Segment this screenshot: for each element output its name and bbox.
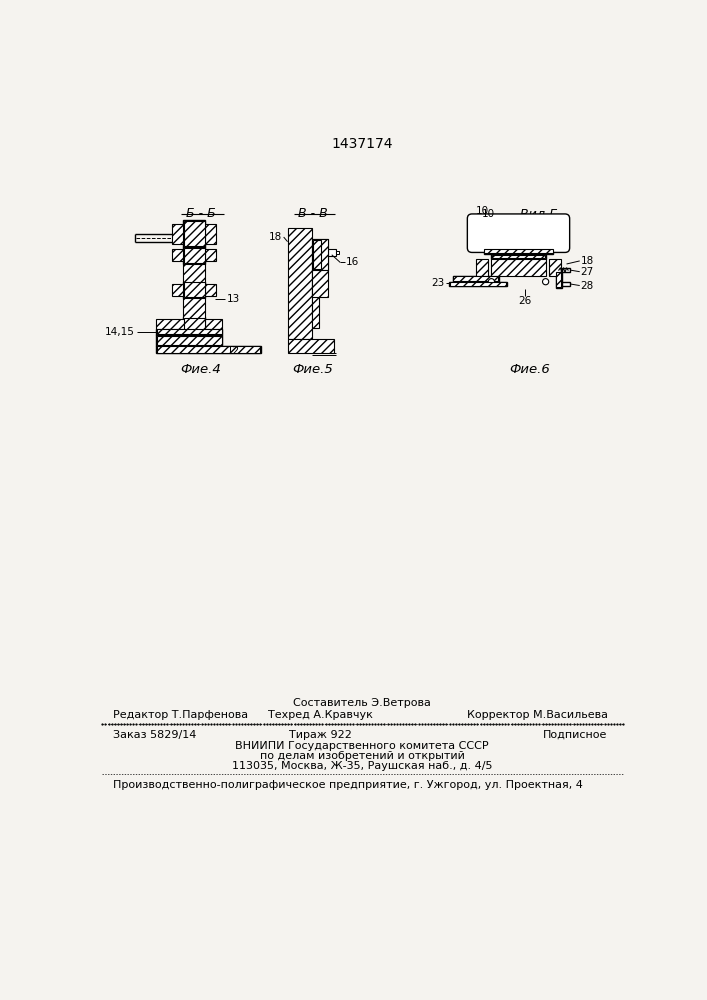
Bar	[183, 247, 206, 264]
Text: 27: 27	[580, 267, 594, 277]
Bar	[206, 224, 216, 244]
Bar	[156, 336, 222, 345]
Bar	[206, 319, 223, 329]
Bar	[491, 259, 546, 276]
Bar	[156, 335, 223, 346]
Bar	[556, 271, 562, 288]
Text: 12: 12	[226, 346, 240, 356]
Bar	[476, 259, 489, 276]
Text: Редактор Т.Парфенова: Редактор Т.Парфенова	[113, 710, 248, 720]
Bar	[453, 276, 498, 281]
Bar	[450, 282, 506, 286]
Bar	[172, 224, 183, 244]
Bar	[183, 298, 206, 319]
Text: Техред А.Кравчук: Техред А.Кравчук	[269, 710, 373, 720]
Text: 26: 26	[518, 296, 532, 306]
Text: 10: 10	[476, 206, 489, 216]
Bar	[184, 221, 204, 246]
Bar	[184, 318, 204, 330]
Bar	[312, 239, 328, 270]
Bar	[172, 249, 183, 261]
Bar	[156, 346, 261, 353]
Bar	[562, 282, 570, 286]
Text: Корректор М.Васильева: Корректор М.Васильева	[467, 710, 607, 720]
Bar	[321, 242, 328, 268]
Bar	[288, 228, 312, 339]
Bar	[556, 272, 561, 287]
Text: 18: 18	[580, 256, 594, 266]
Bar	[312, 270, 328, 297]
Bar	[156, 329, 223, 335]
Circle shape	[542, 279, 549, 285]
Bar	[562, 268, 570, 272]
Bar	[452, 276, 499, 282]
Bar	[484, 248, 554, 254]
Bar	[183, 282, 206, 298]
Text: Б - Б: Б - Б	[186, 207, 216, 220]
Bar	[336, 251, 339, 254]
Text: 13: 13	[226, 294, 240, 304]
Text: Производственно-полиграфическое предприятие, г. Ужгород, ул. Проектная, 4: Производственно-полиграфическое предприя…	[113, 780, 583, 790]
Bar	[549, 259, 561, 276]
Bar	[491, 254, 546, 259]
Text: ВНИИПИ Государственного комитета СССР: ВНИИПИ Государственного комитета СССР	[235, 741, 489, 751]
Text: В - В: В - В	[298, 207, 328, 220]
Bar	[183, 220, 206, 247]
Bar	[183, 317, 206, 331]
FancyBboxPatch shape	[467, 214, 570, 252]
Text: по делам изобретений и открытий: по делам изобретений и открытий	[259, 751, 464, 761]
Bar	[156, 319, 199, 329]
Bar	[206, 284, 216, 296]
Text: 18: 18	[269, 232, 282, 242]
Bar	[313, 240, 321, 269]
Bar	[183, 264, 206, 284]
Bar	[187, 286, 201, 293]
Bar	[312, 239, 319, 328]
Bar	[484, 249, 553, 253]
Bar	[319, 239, 328, 270]
Bar	[156, 346, 260, 353]
Text: Составитель Э.Ветрова: Составитель Э.Ветрова	[293, 698, 431, 708]
Bar	[328, 249, 336, 256]
Text: Заказ 5829/14: Заказ 5829/14	[113, 730, 197, 740]
Text: Тираж 922: Тираж 922	[289, 730, 352, 740]
Text: 10: 10	[482, 209, 495, 219]
Text: 14,15: 14,15	[105, 327, 135, 337]
Text: Фие.5: Фие.5	[293, 363, 334, 376]
Bar	[206, 249, 216, 261]
Text: 16: 16	[346, 257, 359, 267]
Circle shape	[489, 279, 494, 285]
Text: Фие.4: Фие.4	[180, 363, 221, 376]
Bar	[184, 282, 204, 297]
Text: Вид Г: Вид Г	[520, 207, 556, 220]
Text: Фие.6: Фие.6	[510, 363, 551, 376]
Bar	[172, 284, 183, 296]
Text: 113035, Москва, Ж-35, Раушская наб., д. 4/5: 113035, Москва, Ж-35, Раушская наб., д. …	[232, 761, 492, 771]
Bar	[184, 248, 204, 263]
Text: 1437174: 1437174	[331, 137, 392, 151]
Bar	[492, 255, 545, 258]
Text: 28: 28	[580, 281, 594, 291]
Text: 23: 23	[432, 278, 445, 288]
Bar	[288, 339, 334, 353]
Text: Подписное: Подписное	[543, 730, 607, 740]
Bar	[156, 329, 222, 334]
Bar	[449, 282, 507, 286]
Bar	[187, 252, 201, 259]
